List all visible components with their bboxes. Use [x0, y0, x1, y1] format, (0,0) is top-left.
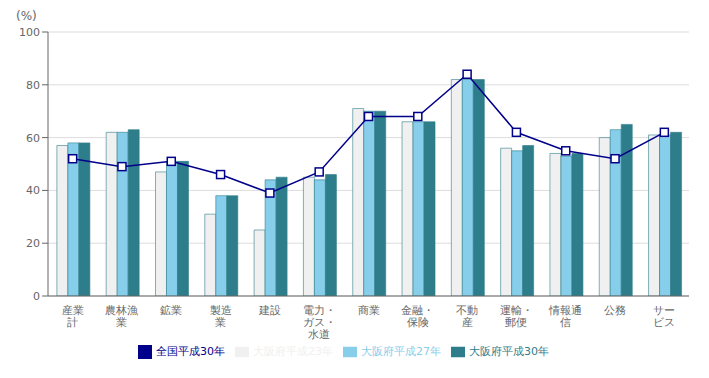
svg-text:農林漁業: 農林漁業: [105, 304, 138, 329]
html-text:大阪府平成27年: 大阪府平成27年: [361, 345, 441, 358]
svg-text:100: 100: [19, 26, 40, 39]
svg-text:40: 40: [26, 184, 40, 197]
svg-text:公務: 公務: [604, 304, 626, 317]
svg-text:0: 0: [33, 290, 40, 303]
svg-text:製造業: 製造業: [210, 304, 232, 329]
svg-text:80: 80: [26, 79, 40, 92]
html-text:全国平成30年: 全国平成30年: [156, 345, 225, 358]
svg-text:情報通信: 情報通信: [548, 304, 582, 329]
svg-text:20: 20: [26, 237, 40, 250]
svg-text:鉱業: 鉱業: [160, 304, 182, 317]
svg-text:商業: 商業: [358, 304, 380, 317]
svg-text:建設: 建設: [258, 304, 281, 317]
svg-text:運輸・郵便: 運輸・郵便: [500, 304, 533, 329]
html-text:大阪府平成30年: 大阪府平成30年: [469, 345, 549, 358]
svg-text:60: 60: [26, 132, 40, 145]
svg-text:産業計: 産業計: [62, 304, 84, 329]
html-text:大阪府平成23年: 大阪府平成23年: [253, 345, 333, 358]
svg-text:不動産: 不動産: [456, 304, 478, 329]
svg-text:金融・保険: 金融・保険: [401, 304, 434, 329]
svg-text:電力・ガス・水道: 電力・ガス・水道: [303, 304, 336, 341]
svg-text:サービス: サービス: [653, 304, 675, 329]
